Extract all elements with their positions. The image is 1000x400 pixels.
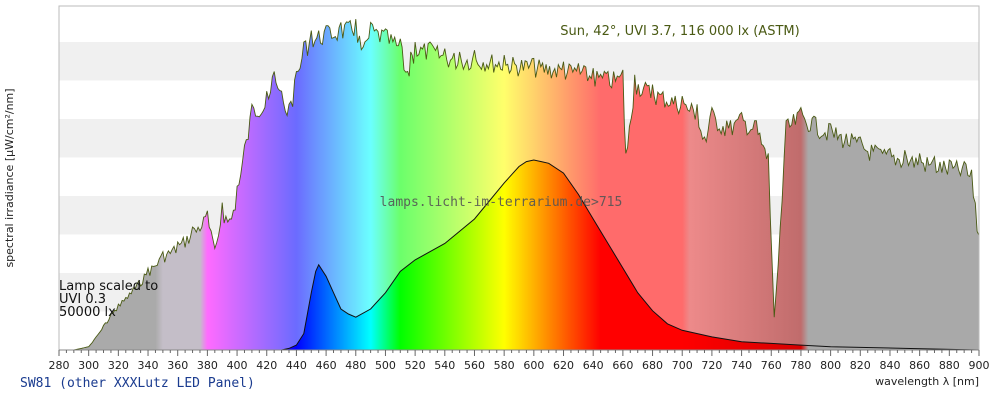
x-tick-label: 660: [612, 359, 633, 372]
x-tick-label: 560: [464, 359, 485, 372]
x-tick-label: 600: [523, 359, 544, 372]
x-tick-label: 520: [405, 359, 426, 372]
x-tick-label: 300: [78, 359, 99, 372]
x-tick-label: 800: [820, 359, 841, 372]
x-tick-label: 820: [850, 359, 871, 372]
x-tick-label: 540: [434, 359, 455, 372]
lamp-series-line: [207, 159, 980, 351]
lamp-label-line: UVI 0.3: [59, 292, 106, 307]
x-tick-label: 880: [939, 359, 960, 372]
x-tick-label: 360: [167, 359, 188, 372]
x-tick-label: 440: [286, 359, 307, 372]
x-tick-label: 900: [969, 359, 990, 372]
x-tick-label: 740: [731, 359, 752, 372]
x-tick-label: 380: [197, 359, 218, 372]
x-tick-label: 460: [316, 359, 337, 372]
x-tick-label: 760: [761, 359, 782, 372]
x-tick-label: 340: [138, 359, 159, 372]
lamp-series-area: [207, 159, 980, 351]
lamp-label-line: Lamp scaled to: [59, 279, 158, 294]
x-tick-label: 320: [108, 359, 129, 372]
lamp-series-fill: [207, 160, 979, 350]
x-tick-label: 860: [909, 359, 930, 372]
x-tick-label: 400: [227, 359, 248, 372]
sun-series-label: Sun, 42°, UVI 3.7, 116 000 lx (ASTM): [560, 24, 799, 39]
sun-series-line: [73, 19, 980, 351]
lamp-name-caption: SW81 (other XXXLutz LED Panel): [20, 376, 255, 391]
x-tick-label: 620: [553, 359, 574, 372]
y-axis-label: spectral irradiance [µW/cm²/nm]: [3, 88, 16, 267]
lamp-label-line: 50000 lx: [59, 305, 116, 320]
watermark: lamps.licht-im-terrarium.de>715: [380, 195, 623, 210]
x-axis: 280 300 320 340 360 380 400 420 440 460 480 500 520 5…: [49, 349, 990, 372]
x-tick-label: 720: [701, 359, 722, 372]
x-tick-label: 840: [879, 359, 900, 372]
x-tick-label: 420: [256, 359, 277, 372]
x-tick-label: 780: [790, 359, 811, 372]
x-axis-label: wavelength λ [nm]: [875, 375, 979, 388]
x-tick-label: 500: [375, 359, 396, 372]
x-tick-label: 280: [49, 359, 70, 372]
x-tick-label: 640: [583, 359, 604, 372]
x-tick-label: 580: [494, 359, 515, 372]
x-tick-label: 680: [642, 359, 663, 372]
x-tick-label: 480: [345, 359, 366, 372]
x-tick-label: 700: [672, 359, 693, 372]
